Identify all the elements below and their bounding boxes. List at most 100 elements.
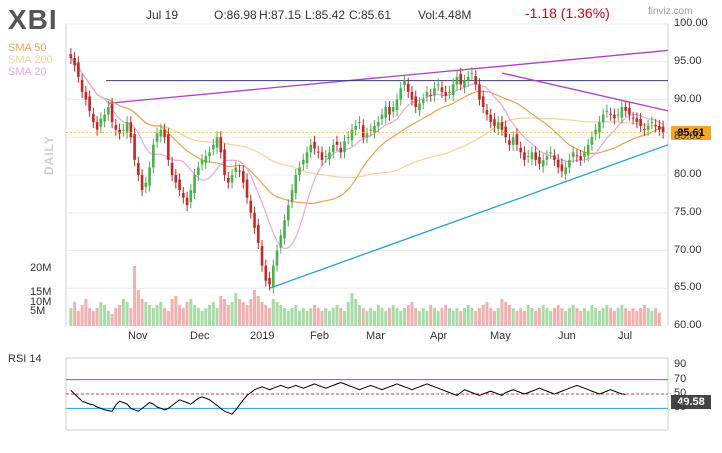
sma200-line xyxy=(70,57,664,179)
volume-bar xyxy=(260,302,264,326)
volume-bar xyxy=(148,305,152,326)
header-low: L:85.42 xyxy=(305,8,346,22)
candle-body xyxy=(84,91,88,100)
volume-bar xyxy=(444,305,448,326)
volume-bar xyxy=(103,305,107,326)
x-tick-label: Feb xyxy=(310,330,329,342)
finviz-logo[interactable]: finviz.com xyxy=(648,6,693,17)
volume-bar xyxy=(455,308,459,326)
volume-bar xyxy=(429,305,433,326)
volume-bar xyxy=(631,308,635,326)
candle-body xyxy=(185,197,189,206)
volume-bar xyxy=(110,314,114,326)
candle-body xyxy=(275,250,279,266)
volume-bar xyxy=(594,308,598,326)
price-tick-label: 60.00 xyxy=(674,319,702,331)
volume-tick-label: 5M xyxy=(30,305,46,317)
volume-bar xyxy=(579,311,583,326)
candle-body xyxy=(560,164,564,172)
volume-bar xyxy=(582,308,586,326)
candle-body xyxy=(406,83,410,92)
candle-body xyxy=(594,129,597,135)
candle-body xyxy=(159,129,163,137)
candle-body xyxy=(549,152,552,154)
volume-bar xyxy=(485,302,489,326)
candle-body xyxy=(343,141,346,153)
volume-bar xyxy=(642,305,646,326)
volume-bar xyxy=(95,308,99,326)
candle-body xyxy=(256,224,260,243)
candle-body xyxy=(369,129,373,131)
x-tick-label: Nov xyxy=(128,330,148,342)
candle-body xyxy=(193,175,196,194)
candle-body xyxy=(313,141,316,149)
volume-bar xyxy=(358,305,362,326)
volume-bar xyxy=(114,308,118,326)
candle-body xyxy=(436,84,440,86)
volume-bar xyxy=(219,296,223,326)
volume-bar xyxy=(624,308,628,326)
candle-body xyxy=(69,54,73,58)
candle-body xyxy=(504,126,508,138)
candle-body xyxy=(155,133,159,142)
volume-bar xyxy=(226,305,230,326)
x-tick-label: Apr xyxy=(430,330,448,342)
candle-body xyxy=(463,80,466,88)
volume-bar xyxy=(335,305,339,326)
candle-body xyxy=(294,175,298,194)
candle-body xyxy=(316,151,320,153)
volume-bar xyxy=(549,311,553,326)
candle-body xyxy=(163,129,166,138)
candle-body xyxy=(223,149,226,175)
volume-bar xyxy=(635,311,639,326)
volume-bar xyxy=(447,308,451,326)
rsi-line xyxy=(70,381,626,415)
candle-body xyxy=(586,144,590,156)
candle-body xyxy=(208,152,211,157)
candle-body xyxy=(174,175,178,183)
legend-sma20: SMA 20 xyxy=(8,66,47,78)
x-tick-label: May xyxy=(490,330,511,342)
candle-body xyxy=(178,179,181,191)
volume-bar xyxy=(477,308,481,326)
candle-body xyxy=(253,212,256,228)
candle-body xyxy=(271,265,275,288)
volume-bar xyxy=(646,308,650,326)
candle-body xyxy=(170,162,174,175)
volume-bar xyxy=(121,299,125,326)
volume-bar xyxy=(406,305,410,326)
candle-body xyxy=(643,128,646,130)
volume-bar xyxy=(178,305,182,326)
volume-bar xyxy=(343,311,347,326)
candle-body xyxy=(212,144,215,150)
volume-bar xyxy=(402,308,406,326)
header-date: Jul 19 xyxy=(146,8,179,22)
candle-body xyxy=(133,134,136,160)
candle-body xyxy=(650,122,654,124)
x-tick-label: Dec xyxy=(190,330,210,342)
candle-body xyxy=(418,103,421,111)
volume-bar xyxy=(76,311,80,326)
last-price-badge: 85.61 xyxy=(671,126,711,140)
volume-bar xyxy=(436,311,440,326)
volume-bar xyxy=(586,311,590,326)
volume-bar xyxy=(354,299,358,326)
candle-body xyxy=(534,152,537,160)
candle-body xyxy=(658,125,661,130)
volume-bar xyxy=(605,305,609,326)
candle-body xyxy=(279,235,283,248)
candle-body xyxy=(249,200,253,213)
volume-bar xyxy=(275,302,279,326)
volume-bar xyxy=(432,308,436,326)
candle-body xyxy=(388,107,391,115)
candle-body xyxy=(429,94,433,96)
candle-body xyxy=(110,104,114,123)
candle-body xyxy=(519,147,522,153)
candle-body xyxy=(260,245,264,266)
candle-body xyxy=(80,79,84,92)
volume-bar xyxy=(440,308,444,326)
volume-bar xyxy=(519,308,523,326)
candle-body xyxy=(99,118,103,127)
candle-body xyxy=(114,125,118,130)
